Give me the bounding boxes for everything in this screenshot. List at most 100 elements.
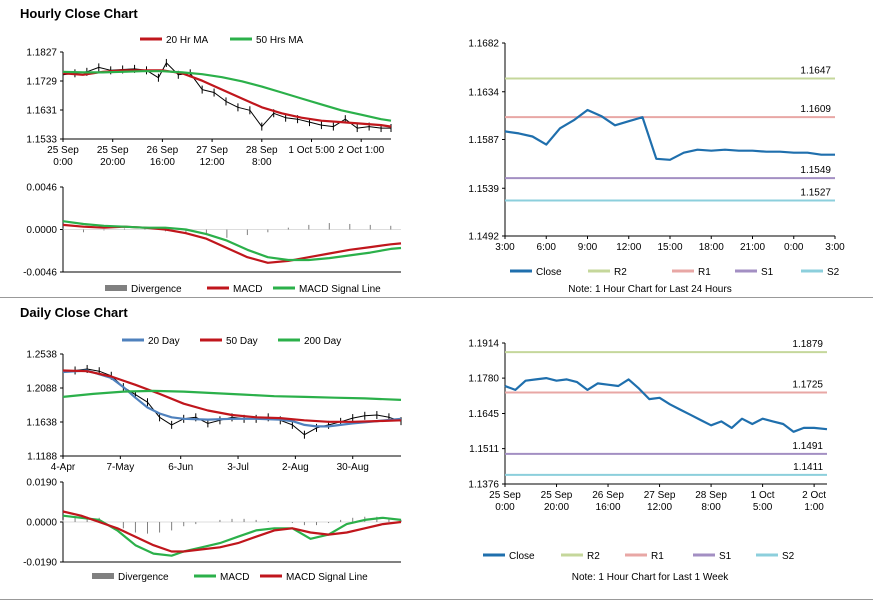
daily-pivot-level-label: 1.1491 bbox=[792, 441, 823, 452]
daily-pivot-ytick-label: 1.1645 bbox=[468, 409, 499, 420]
daily-pivot-legend-label: R1 bbox=[651, 551, 664, 562]
hourly-pivot-xtick-label: 18:00 bbox=[699, 242, 724, 253]
hourly-ma-xtick-label: 28 Sep bbox=[246, 145, 278, 156]
hourly-ma-xtick-label: 2 Oct 1:00 bbox=[338, 145, 385, 156]
daily-macd-ytick-label: -0.0190 bbox=[23, 558, 57, 569]
hourly-ma-ytick-label: 1.1533 bbox=[26, 135, 57, 146]
hourly-ma-legend-label: 20 Hr MA bbox=[166, 35, 209, 46]
section-divider bbox=[0, 297, 873, 298]
hourly-pivot-series-close bbox=[504, 108, 835, 161]
hourly-ma-xtick-label: 20:00 bbox=[100, 157, 125, 168]
daily-ma-ytick-label: 1.1638 bbox=[26, 418, 57, 429]
daily-pivot-ytick-label: 1.1376 bbox=[468, 480, 499, 491]
daily-macd-series-macd-signal-line bbox=[62, 510, 402, 553]
daily-pivot-xtick-label: 2 Oct bbox=[802, 490, 826, 501]
daily-macd-series-macd bbox=[62, 514, 402, 557]
hourly-macd-ytick-label: 0.0046 bbox=[26, 183, 57, 194]
hourly-pivot-xtick-label: 3:00 bbox=[495, 242, 515, 253]
daily-ma-ytick-label: 1.1188 bbox=[27, 452, 57, 463]
daily-section-title: Daily Close Chart bbox=[20, 305, 128, 320]
daily-pivot-ytick-label: 1.1780 bbox=[468, 374, 499, 385]
hourly-ma-legend-label: 50 Hrs MA bbox=[256, 35, 304, 46]
hourly-pivot-legend-label: R2 bbox=[614, 267, 627, 278]
daily-macd-ytick-label: 0.0000 bbox=[26, 518, 57, 529]
daily-ma-legend-label: 50 Day bbox=[226, 336, 258, 347]
hourly-pivot-level-label: 1.1527 bbox=[800, 187, 831, 198]
daily-macd-legend-label: Divergence bbox=[118, 572, 169, 583]
hourly-ma-ytick-label: 1.1827 bbox=[26, 48, 57, 59]
daily-macd-ytick-label: 0.0190 bbox=[26, 478, 57, 489]
hourly-macd-chart: 0.0046 0.0000 -0.0046 Divergence MACD MACD Si… bbox=[23, 183, 402, 295]
hourly-macd-legend-swatch bbox=[105, 285, 127, 291]
daily-pivot-xtick-label: 12:00 bbox=[647, 502, 672, 513]
hourly-pivot-xtick-label: 0:00 bbox=[784, 242, 804, 253]
hourly-pivot-level-label: 1.1647 bbox=[800, 66, 831, 77]
hourly-pivot-legend-label: S2 bbox=[827, 267, 840, 278]
hourly-pivot-note: Note: 1 Hour Chart for Last 24 Hours bbox=[568, 284, 731, 295]
hourly-pivot-level-label: 1.1549 bbox=[800, 165, 831, 176]
hourly-pivot-level-label: 1.1609 bbox=[800, 104, 831, 115]
daily-macd-chart: 0.0190 0.0000 -0.0190 Divergence MACD MACD Si… bbox=[23, 478, 402, 583]
daily-macd-legend-label: MACD bbox=[220, 572, 249, 583]
hourly-pivot-xtick-label: 6:00 bbox=[537, 242, 557, 253]
daily-pivot-legend-label: Close bbox=[509, 551, 535, 562]
daily-pivot-xtick-label: 20:00 bbox=[544, 502, 569, 513]
daily-pivot-xtick-label: 26 Sep bbox=[592, 490, 624, 501]
hourly-ma-series-20-hr-ma bbox=[62, 69, 392, 128]
daily-pivot-legend-label: R2 bbox=[587, 551, 600, 562]
daily-pivot-xtick-label: 27 Sep bbox=[644, 490, 676, 501]
hourly-section-title: Hourly Close Chart bbox=[20, 6, 138, 21]
daily-pivot-xtick-label: 1 Oct bbox=[751, 490, 775, 501]
hourly-pivot-xtick-label: 3:00 bbox=[825, 242, 845, 253]
daily-pivot-ytick-label: 1.1914 bbox=[468, 339, 499, 350]
hourly-macd-ytick-label: -0.0046 bbox=[23, 268, 57, 279]
daily-ma-xtick-label: 6-Jun bbox=[168, 462, 193, 473]
hourly-ma-xtick-label: 0:00 bbox=[53, 157, 73, 168]
hourly-pivot-xtick-label: 15:00 bbox=[657, 242, 682, 253]
daily-macd-legend-label: MACD Signal Line bbox=[286, 572, 368, 583]
hourly-pivot-xtick-label: 21:00 bbox=[740, 242, 765, 253]
hourly-macd-series-macd-signal-line bbox=[62, 220, 402, 262]
daily-ma-xtick-label: 2-Aug bbox=[282, 462, 309, 473]
daily-pivot-xtick-label: 28 Sep bbox=[695, 490, 727, 501]
daily-pivot-level-label: 1.1725 bbox=[792, 380, 823, 391]
daily-ma-ytick-label: 1.2538 bbox=[26, 350, 57, 361]
hourly-pivot-ytick-label: 1.1539 bbox=[468, 184, 499, 195]
hourly-ma-xtick-label: 1 Oct 5:00 bbox=[288, 145, 335, 156]
daily-pivot-series-close bbox=[504, 377, 828, 433]
hourly-ma-xtick-label: 26 Sep bbox=[147, 145, 179, 156]
daily-pivot-legend-label: S2 bbox=[782, 551, 795, 562]
daily-pivot-ytick-label: 1.1511 bbox=[469, 444, 499, 455]
hourly-pivot-legend-label: R1 bbox=[698, 267, 711, 278]
hourly-macd-legend-label: MACD Signal Line bbox=[299, 284, 381, 295]
hourly-ma-series-50-hrs-ma bbox=[62, 70, 392, 122]
daily-pivot-xtick-label: 5:00 bbox=[753, 502, 773, 513]
daily-pivot-xtick-label: 25 Sep bbox=[541, 490, 573, 501]
daily-macd-legend-swatch bbox=[92, 573, 114, 579]
hourly-pivot-xtick-label: 9:00 bbox=[578, 242, 598, 253]
daily-pivot-xtick-label: 0:00 bbox=[495, 502, 515, 513]
daily-ma-xtick-label: 7-May bbox=[106, 462, 134, 473]
daily-ma-legend-label: 200 Day bbox=[304, 336, 341, 347]
daily-ma-legend-label: 20 Day bbox=[148, 336, 180, 347]
hourly-ma-xtick-label: 25 Sep bbox=[97, 145, 129, 156]
hourly-ma-ytick-label: 1.1729 bbox=[26, 77, 57, 88]
hourly-macd-ytick-label: 0.0000 bbox=[26, 225, 57, 236]
hourly-ma-xtick-label: 16:00 bbox=[150, 157, 175, 168]
hourly-macd-legend-label: MACD bbox=[233, 284, 262, 295]
hourly-pivot-legend-label: S1 bbox=[761, 267, 774, 278]
daily-pivot-chart: 1.1914 1.1780 1.1645 1.1511 1.1376 25 Sep 0:00… bbox=[468, 339, 828, 583]
daily-pivot-xtick-label: 16:00 bbox=[596, 502, 621, 513]
hourly-pivot-ytick-label: 1.1587 bbox=[468, 135, 499, 146]
hourly-ma-ytick-label: 1.1631 bbox=[26, 106, 57, 117]
daily-ma-series-50-day bbox=[62, 369, 402, 423]
hourly-ma-xtick-label: 25 Sep bbox=[47, 145, 79, 156]
daily-pivot-legend-label: S1 bbox=[719, 551, 732, 562]
daily-ma-xtick-label: 3-Jul bbox=[227, 462, 249, 473]
daily-pivot-xtick-label: 8:00 bbox=[701, 502, 721, 513]
daily-pivot-note: Note: 1 Hour Chart for Last 1 Week bbox=[572, 572, 730, 583]
